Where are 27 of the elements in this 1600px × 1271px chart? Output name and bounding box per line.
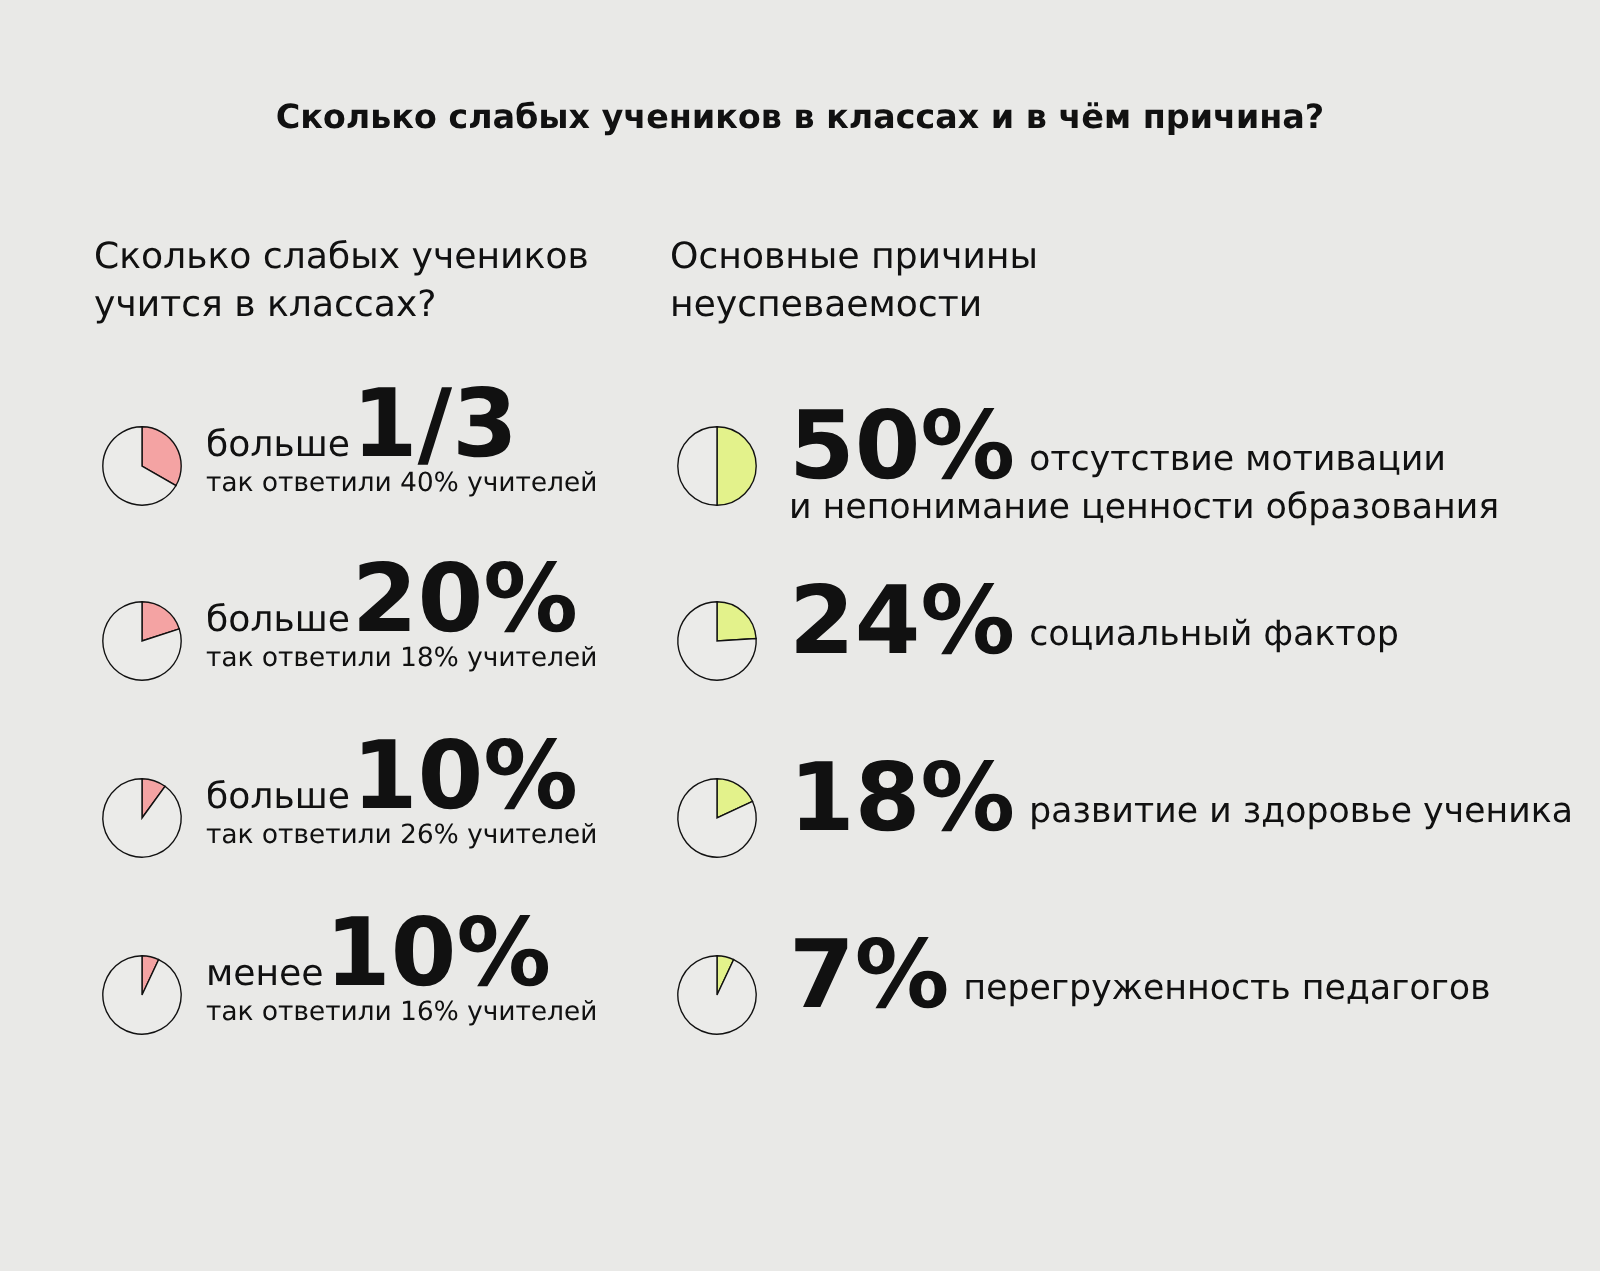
text: больше	[207, 779, 349, 809]
pie-slice	[677, 778, 757, 858]
text: социальный фактор	[1031, 618, 1397, 653]
text: Сколько слабых учеников в классах и в чём причина?	[277, 101, 1322, 136]
text: больше	[207, 602, 349, 632]
text: так ответили 16% учителей	[206, 1000, 595, 1026]
text: 20%	[359, 560, 575, 633]
data-label: 18%	[799, 759, 1013, 832]
text: так ответили 40% учителей	[206, 471, 595, 497]
text: 10%	[362, 737, 575, 810]
text: так ответили 18% учителей	[206, 646, 595, 672]
data-label: 7%	[795, 936, 947, 1009]
pie-slice	[102, 955, 182, 1035]
data-label: 24%	[796, 582, 1013, 655]
text: 1/3	[362, 385, 511, 465]
text: 10%	[335, 914, 549, 987]
text: менее	[209, 964, 322, 986]
text: больше	[207, 427, 349, 457]
text: так ответили 26% учителей	[206, 823, 595, 849]
pie-slice	[102, 601, 182, 681]
pie-slice	[102, 778, 182, 858]
pie-slice	[677, 601, 757, 681]
text: Основные причины неуспеваемости	[672, 241, 1035, 324]
text: перегруженность педагогов	[966, 979, 1489, 1007]
text: развитие и здоровье ученика	[1032, 802, 1570, 830]
text: Сколько слабых учеников учится в классах?	[95, 239, 587, 324]
pie-slice	[677, 955, 757, 1035]
